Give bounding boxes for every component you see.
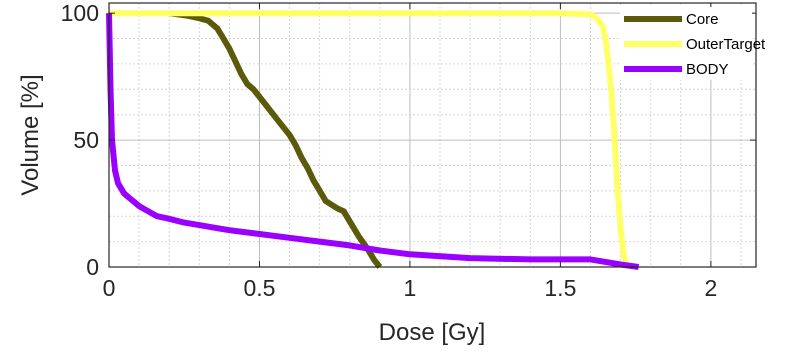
series-line-outertarget [109,10,630,268]
x-tick-label: 1.5 [544,275,576,301]
y-axis-label: Volume [%] [17,74,44,195]
legend: Core OuterTarget BODY [620,7,766,80]
series-line-body [106,13,640,270]
ticks [108,3,756,268]
y-tick-label: 50 [73,127,99,153]
x-tick-label: 2 [704,275,717,301]
legend-label-body: BODY [686,61,729,78]
y-tick-label: 0 [86,254,99,280]
x-axis-label: Dose [Gy] [379,319,486,346]
x-tick-label: 0.5 [243,275,275,301]
legend-label-outertarget: OuterTarget [686,36,766,53]
tick-labels: 0 0.5 1 1.5 2 0 50 100 [61,0,718,301]
plot-frame [108,2,757,268]
x-tick-label: 1 [404,275,417,301]
series-line-core [168,10,383,269]
y-tick-label: 100 [61,0,99,26]
grid [108,3,756,268]
x-tick-label: 0 [103,275,116,301]
legend-label-core: Core [686,11,719,28]
series-layer [106,10,640,270]
